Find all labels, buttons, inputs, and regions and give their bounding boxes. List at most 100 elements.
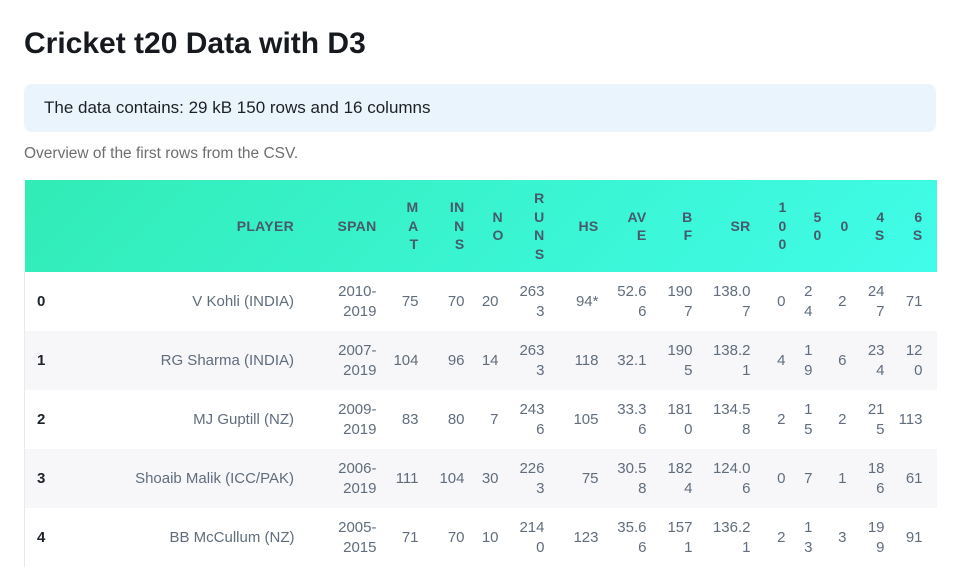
cell-player: BB McCullum (NZ) — [169, 528, 295, 546]
cell-ave: 30.58 — [617, 460, 647, 497]
cell-inns: 70 — [447, 292, 465, 310]
cell-ave: 52.66 — [617, 283, 647, 320]
cell-4s: 234 — [867, 342, 885, 379]
cell-6s: 91 — [905, 528, 923, 546]
column-header-sr: SR — [730, 217, 751, 234]
cell-runs: 2436 — [519, 401, 545, 438]
cell-span: 2009-2019 — [338, 401, 377, 438]
cell-runs: 2140 — [519, 519, 545, 556]
column-header-index — [25, 180, 65, 272]
table-row: 3 Shoaib Malik (ICC/PAK) 2006-2019 111 104 30… — [24, 449, 937, 508]
cell-player: V Kohli (INDIA) — [192, 292, 294, 310]
column-header-ave: AVE — [627, 208, 647, 244]
cell-no: 30 — [481, 469, 499, 487]
cell-span: 2010-2019 — [338, 283, 377, 320]
cell-6s: 71 — [905, 292, 923, 310]
cell-100: 0 — [777, 292, 786, 310]
info-banner: The data contains: 29 kB 150 rows and 16… — [24, 84, 936, 132]
cell-player: MJ Guptill (NZ) — [193, 410, 294, 428]
cell-player: Shoaib Malik (ICC/PAK) — [135, 469, 294, 487]
cell-sr: 138.07 — [712, 283, 751, 320]
cell-100: 0 — [777, 469, 786, 487]
cell-50: 24 — [804, 283, 813, 320]
cell-ave: 35.66 — [617, 519, 647, 556]
cell-50: 13 — [804, 519, 813, 556]
cell-no: 10 — [481, 528, 499, 546]
cell-bf: 1907 — [667, 283, 693, 320]
cell-no: 20 — [481, 292, 499, 310]
cell-100: 2 — [777, 528, 786, 546]
cell-runs: 2633 — [519, 283, 545, 320]
cell-ave: 32.1 — [617, 351, 647, 369]
cell-mat: 111 — [395, 469, 419, 487]
overview-caption: Overview of the first rows from the CSV. — [24, 145, 299, 162]
cell-sr: 124.06 — [712, 460, 751, 497]
cell-span: 2007-2019 — [338, 342, 377, 379]
cell-50: 15 — [804, 401, 813, 438]
cell-100: 4 — [777, 351, 786, 369]
cell-hs: 118 — [574, 351, 599, 369]
cell-6s: 120 — [905, 342, 923, 379]
column-header-no: NO — [492, 208, 504, 244]
column-header-inns: INNS — [449, 199, 465, 253]
cell-player: RG Sharma (INDIA) — [160, 351, 294, 369]
cell-6s: 113 — [898, 410, 923, 428]
cell-inns: 70 — [447, 528, 465, 546]
cell-4s: 215 — [867, 401, 885, 438]
cell-50: 7 — [804, 469, 813, 487]
row-index: 0 — [24, 272, 65, 331]
cell-0: 2 — [838, 410, 847, 428]
column-header-runs: RUNS — [534, 190, 545, 262]
row-index: 3 — [24, 449, 65, 508]
cell-inns: 96 — [447, 351, 465, 369]
table-row: 1 RG Sharma (INDIA) 2007-2019 104 96 14 2633 11… — [24, 331, 937, 390]
column-header-100: 100 — [778, 199, 787, 253]
cell-bf: 1571 — [667, 519, 693, 556]
cell-0: 2 — [838, 292, 847, 310]
cell-bf: 1810 — [667, 401, 693, 438]
cell-sr: 134.58 — [712, 401, 751, 438]
cell-mat: 104 — [393, 351, 419, 369]
table-row: 4 BB McCullum (NZ) 2005-2015 71 70 10 2140 123 3… — [24, 508, 937, 567]
row-index: 2 — [24, 390, 65, 449]
cell-inns: 104 — [439, 469, 465, 487]
table-row: 2 MJ Guptill (NZ) 2009-2019 83 80 7 2436 105 33.… — [24, 390, 937, 449]
cell-0: 3 — [838, 528, 847, 546]
column-header-mat: MAT — [406, 199, 419, 253]
table-header-row: PLAYER SPAN MAT INNS NO RUNS HS AVE BF SR 100 50 0 4S… — [24, 180, 937, 272]
page-title: Cricket t20 Data with D3 — [24, 27, 366, 60]
column-header-span: SPAN — [337, 217, 377, 234]
cell-runs: 2263 — [519, 460, 545, 497]
cell-runs: 2633 — [519, 342, 545, 379]
cell-mat: 83 — [401, 410, 419, 428]
cell-hs: 105 — [573, 410, 599, 428]
cell-inns: 80 — [447, 410, 465, 428]
cell-hs: 94* — [575, 292, 599, 310]
cell-no: 14 — [481, 351, 499, 369]
cell-span: 2005-2015 — [338, 519, 377, 556]
cell-no: 7 — [490, 410, 499, 428]
cell-0: 6 — [838, 351, 847, 369]
cell-mat: 75 — [401, 292, 419, 310]
cricket-data-table: PLAYER SPAN MAT INNS NO RUNS HS AVE BF SR 100 50 0 4S… — [24, 180, 937, 567]
row-index: 4 — [24, 508, 65, 567]
cell-span: 2006-2019 — [338, 460, 377, 497]
cell-sr: 138.21 — [712, 342, 751, 379]
cell-hs: 123 — [573, 528, 599, 546]
cell-sr: 136.21 — [712, 519, 751, 556]
column-header-4s: 4S — [874, 208, 885, 244]
cell-mat: 71 — [401, 528, 419, 546]
column-header-50: 50 — [813, 208, 822, 244]
cell-6s: 61 — [905, 469, 923, 487]
table-header: PLAYER SPAN MAT INNS NO RUNS HS AVE BF SR 100 50 0 4S… — [24, 180, 937, 272]
cell-0: 1 — [838, 469, 847, 487]
cell-bf: 1824 — [667, 460, 693, 497]
cell-4s: 186 — [867, 460, 885, 497]
cell-4s: 247 — [867, 283, 885, 320]
column-header-6s: 6S — [912, 208, 923, 244]
column-header-0: 0 — [840, 217, 849, 234]
cell-ave: 33.36 — [617, 401, 647, 438]
